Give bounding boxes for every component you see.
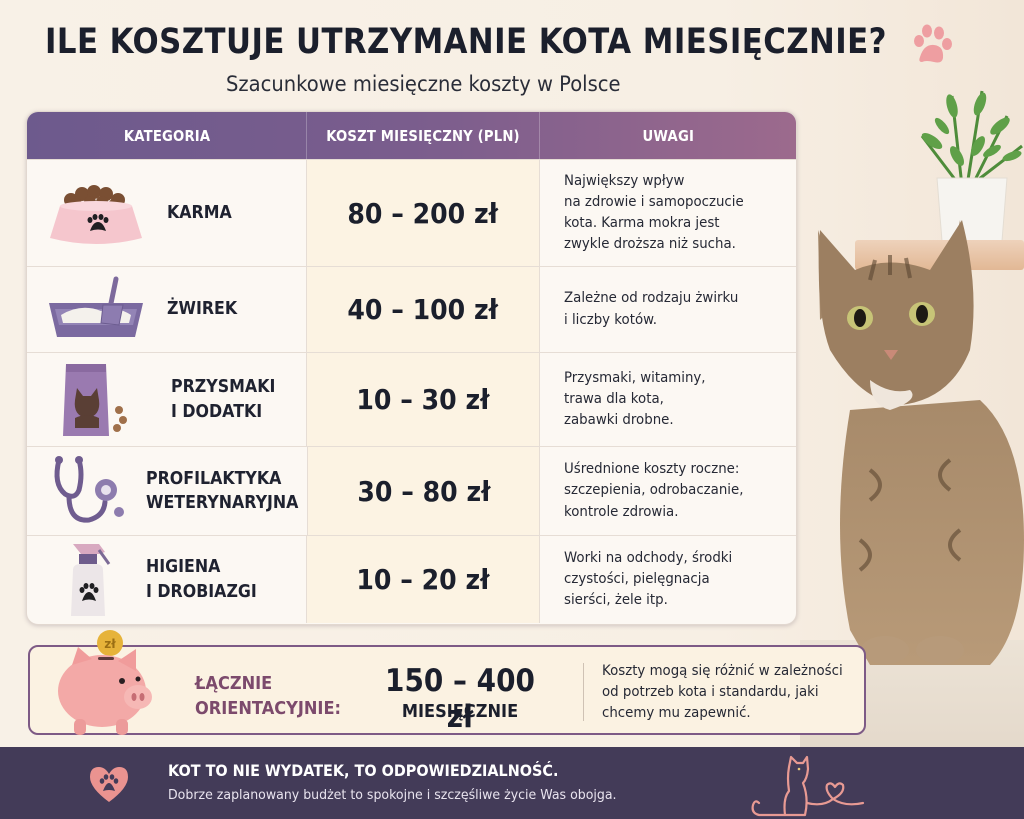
note-cell: Worki na odchody, środki czystości, piel… (540, 536, 796, 623)
note-cell: Przysmaki, witaminy, trawa dla kota, zab… (540, 353, 796, 446)
footer-banner: KOT TO NIE WYDATEK, TO ODPOWIEDZIALNOŚĆ.… (0, 747, 1024, 819)
stethoscope-icon (41, 451, 136, 531)
table-row: KARMA 80 – 200 zł Największy wpływ na zd… (27, 159, 796, 266)
page-title: ILE KOSZTUJE UTRZYMANIE KOTA MIESIĘCZNIE… (45, 22, 887, 62)
note-cell: Największy wpływ na zdrowie i samopoczuc… (540, 160, 796, 266)
cost-value: 80 – 200 zł (347, 196, 499, 230)
note-text: Przysmaki, witaminy, trawa dla kota, zab… (563, 369, 706, 428)
treat-bag-icon (41, 360, 151, 440)
cost-cell: 10 – 20 zł (307, 536, 540, 623)
cost-cell: 30 – 80 zł (308, 447, 540, 535)
category-label: ŻWIREK (167, 298, 238, 320)
total-label: ŁĄCZNIE ORIENTACYJNIE: (195, 673, 342, 720)
cost-cell: 40 – 100 zł (307, 267, 540, 352)
category-label: KARMA (167, 201, 232, 223)
cost-cell: 10 – 30 zł (307, 353, 540, 446)
page-subtitle: Szacunkowe miesięczne koszty w Polsce (226, 72, 621, 96)
category-cell: ŻWIREK (27, 267, 308, 352)
category-label: PROFILAKTYKA WETERYNARYJNA (146, 467, 299, 513)
table-row: ŻWIREK 40 – 100 zł Zależne od rodzaju żw… (27, 266, 796, 352)
category-cell: PROFILAKTYKA WETERYNARYJNA (27, 447, 308, 535)
cost-cell: 80 – 200 zł (307, 160, 540, 266)
total-period: MIESIĘCZNIE (401, 701, 519, 722)
note-cell: Zależne od rodzaju żwirku i liczby kotów… (540, 267, 796, 352)
cost-value: 10 – 30 zł (356, 383, 490, 416)
tabby-cat-photo (818, 220, 1024, 665)
note-cell: Uśrednione koszty roczne: szczepienia, o… (540, 447, 796, 535)
category-cell: PRZYSMAKI I DODATKI (27, 353, 308, 446)
note-text: Uśrednione koszty roczne: szczepienia, o… (564, 461, 744, 520)
plant-decoration (920, 90, 1023, 242)
piggy-bank-icon: zł (58, 630, 152, 735)
column-header-category: KATEGORIA (27, 112, 308, 159)
total-summary: zł ŁĄCZNIE ORIENTACYJNIE: 150 – 400 zł M… (28, 630, 866, 735)
table-row: PRZYSMAKI I DODATKI 10 – 30 zł Przysmaki… (27, 352, 796, 446)
category-label: HIGIENA I DROBIAZGI (146, 556, 257, 602)
table-row: HIGIENA I DROBIAZGI 10 – 20 zł Worki na … (27, 535, 796, 623)
paw-icon (914, 24, 952, 63)
category-label: PRZYSMAKI I DODATKI (171, 376, 276, 422)
note-text: Worki na odchody, środki czystości, piel… (563, 549, 732, 608)
heart-paw-icon (90, 767, 128, 802)
column-header-notes: UWAGI (642, 126, 694, 145)
cat-outline-icon (751, 755, 865, 817)
column-header-cost: KOSZT MIESIĘCZNY (PLN) (307, 112, 540, 159)
note-text: Zależne od rodzaju żwirku i liczby kotów… (563, 290, 738, 328)
food-bowl-icon (41, 173, 151, 253)
category-cell: HIGIENA I DROBIAZGI (27, 536, 308, 623)
litter-box-icon (41, 270, 151, 350)
svg-text:zł: zł (104, 637, 116, 651)
spray-bottle-icon (41, 540, 136, 620)
footer-title: KOT TO NIE WYDATEK, TO ODPOWIEDZIALNOŚĆ. (168, 761, 559, 780)
cost-value: 30 – 80 zł (356, 474, 491, 508)
cost-value: 40 – 100 zł (347, 293, 499, 326)
category-cell: KARMA (27, 160, 308, 266)
footer-subtitle: Dobrze zaplanowany budżet to spokojne i … (168, 787, 617, 803)
total-note: Koszty mogą się różnić w zależności od p… (602, 663, 843, 722)
note-text: Największy wpływ na zdrowie i samopoczuc… (563, 172, 744, 253)
divider (583, 663, 584, 721)
table-row: PROFILAKTYKA WETERYNARYJNA 30 – 80 zł Uś… (27, 446, 796, 535)
cost-table: KATEGORIA KOSZT MIESIĘCZNY (PLN) UWAGI (26, 111, 797, 625)
cost-value: 10 – 20 zł (356, 563, 490, 596)
table-header: KATEGORIA KOSZT MIESIĘCZNY (PLN) UWAGI (27, 112, 796, 159)
total-amount: 150 – 400 zł (385, 663, 535, 735)
